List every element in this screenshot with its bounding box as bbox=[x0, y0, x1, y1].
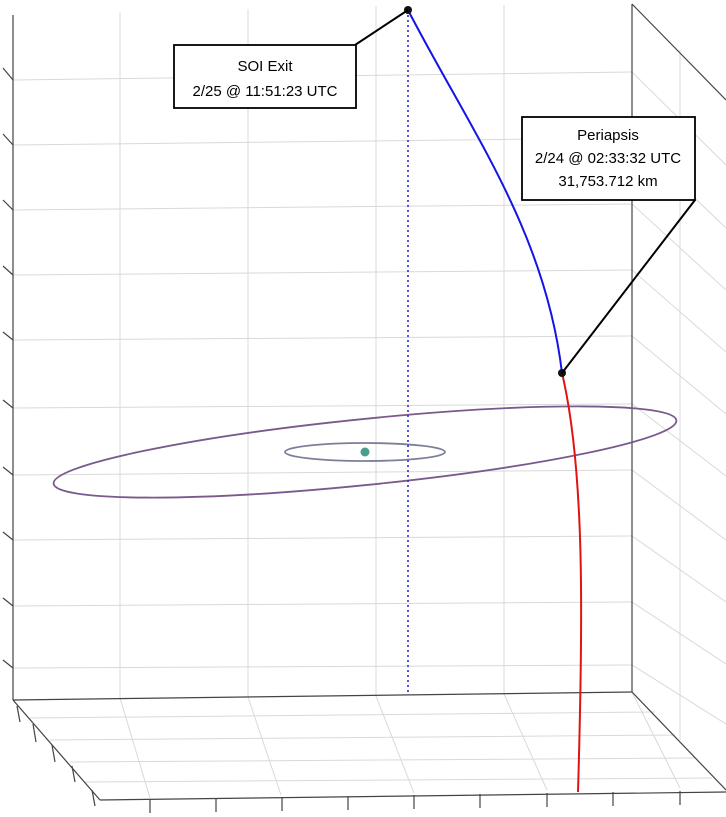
z-axis-ticks bbox=[2, 67, 14, 669]
periapsis-callout: Periapsis 2/24 @ 02:33:32 UTC 31,753.712… bbox=[521, 116, 696, 201]
periapsis-time: 2/24 @ 02:33:32 UTC bbox=[535, 150, 681, 167]
periapsis-altitude: 31,753.712 km bbox=[558, 173, 657, 190]
soi-exit-time: 2/25 @ 11:51:23 UTC bbox=[192, 83, 337, 100]
periapsis-title: Periapsis bbox=[577, 127, 639, 144]
floor-ticks-left bbox=[16, 705, 96, 807]
inbound-trajectory bbox=[561, 372, 583, 793]
floor-grid bbox=[12, 691, 713, 801]
outbound-trajectory bbox=[407, 9, 563, 374]
inner-orbit bbox=[284, 442, 446, 462]
floor-ticks-bottom bbox=[149, 791, 681, 813]
central-body bbox=[360, 447, 370, 457]
outer-orbit bbox=[52, 405, 678, 499]
soi-exit-leader bbox=[354, 9, 409, 46]
soi-exit-title: SOI Exit bbox=[237, 58, 293, 75]
soi-exit-callout: SOI Exit 2/25 @ 11:51:23 UTC bbox=[173, 44, 357, 109]
periapsis-leader bbox=[561, 199, 696, 374]
